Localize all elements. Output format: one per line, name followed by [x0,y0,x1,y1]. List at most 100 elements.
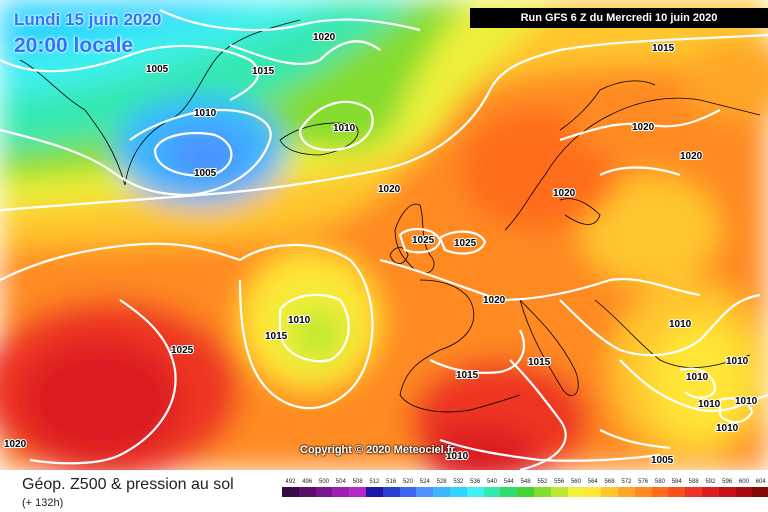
footer: Géop. Z500 & pression au sol (+ 132h) 49… [0,470,768,512]
scale-swatch [282,487,299,497]
scale-label: 592 [705,479,716,485]
scale-label: 576 [638,479,649,485]
scale-swatch [550,487,568,497]
scale-label: 520 [402,479,413,485]
scale-swatch [718,487,736,497]
scale-label: 564 [587,479,598,485]
isobar-label: 1010 [698,399,721,410]
scale-cell: 504 [332,478,350,497]
scale-label: 540 [486,479,497,485]
scale-cell: 512 [365,478,383,497]
scale-cell: 500 [315,478,333,497]
forecast-date: Lundi 15 juin 2020 [14,10,162,29]
isobar-label: 1020 [553,188,576,199]
isobar-label: 1005 [651,455,674,466]
scale-swatch [332,487,350,497]
scale-cell: 528 [433,478,450,497]
scale-label: 548 [520,479,531,485]
scale-label: 552 [537,479,548,485]
isobar-label: 1025 [412,235,435,246]
isobar-label: 1015 [265,331,288,342]
scale-swatch [685,487,702,497]
scale-label: 568 [604,479,615,485]
scale-swatch [617,487,635,497]
forecast-hour: (+ 132h) [22,497,64,509]
scale-label: 504 [335,479,346,485]
scale-label: 508 [352,479,363,485]
weather-map: 1020 1015 1005 1015 1010 1010 1005 1020 … [0,0,768,470]
geopotential-field: 1020 1015 1005 1015 1010 1010 1005 1020 … [0,0,768,470]
scale-swatch [634,487,652,497]
isobar-label: 1010 [333,123,356,134]
scale-swatch [517,487,534,497]
scale-label: 500 [318,479,329,485]
scale-swatch [500,487,518,497]
scale-label: 512 [369,479,380,485]
scale-label: 544 [503,479,514,485]
scale-cell: 544 [500,478,518,497]
scale-cell: 532 [449,478,467,497]
isobar-label: 1010 [669,319,692,330]
isobar-label: 1020 [4,439,27,450]
scale-swatch [298,487,316,497]
scale-swatch [651,487,669,497]
scale-cell: 552 [533,478,551,497]
scale-cell: 556 [550,478,568,497]
color-scale: 492 496 500 504 508 512 516 520 524 528 532 536 540 5… [282,478,768,497]
isobar-label: 1005 [146,64,169,75]
isobar-label: 1010 [288,315,311,326]
color-field [0,0,768,470]
scale-cell: 572 [617,478,635,497]
scale-label: 572 [621,479,632,485]
scale-label: 536 [470,479,481,485]
scale-label: 524 [419,479,430,485]
isobar-label: 1020 [680,151,703,162]
isobar-label: 1025 [454,238,477,249]
isobar-label: 1020 [378,184,401,195]
scale-label: 516 [386,479,397,485]
scale-cell: 592 [701,478,719,497]
scale-swatch [668,487,686,497]
scale-cell: 564 [584,478,602,497]
scale-cell: 604 [752,478,768,497]
scale-label: 532 [453,479,464,485]
isobar-label: 1015 [528,357,551,368]
scale-cell: 580 [651,478,669,497]
scale-cell: 548 [517,478,534,497]
scale-cell: 588 [685,478,702,497]
scale-label: 556 [554,479,565,485]
scale-label: 596 [722,479,733,485]
isobar-label: 1020 [313,32,336,43]
isobar-label: 1020 [632,122,655,133]
isobar-label: 1025 [171,345,194,356]
copyright: Copyright © 2020 Meteociel.fr [300,444,455,456]
scale-cell: 520 [399,478,417,497]
scale-swatch [349,487,366,497]
scale-swatch [533,487,551,497]
scale-swatch [567,487,585,497]
run-info: Run GFS 6 Z du Mercredi 10 juin 2020 [470,8,768,28]
scale-cell: 576 [634,478,652,497]
scale-cell: 600 [735,478,753,497]
isobar-label: 1010 [446,451,469,462]
scale-swatch [466,487,484,497]
scale-swatch [701,487,719,497]
scale-label: 604 [755,479,766,485]
scale-swatch [735,487,753,497]
scale-label: 496 [302,479,313,485]
scale-label: 588 [688,479,699,485]
isobar-label: 1010 [735,396,758,407]
scale-cell: 536 [466,478,484,497]
isobar-label: 1010 [716,423,739,434]
scale-swatch [483,487,501,497]
scale-cell: 568 [601,478,618,497]
isobars [0,9,768,470]
scale-swatch [449,487,467,497]
scale-swatch [315,487,333,497]
scale-cell: 540 [483,478,501,497]
coastlines [19,19,761,413]
scale-label: 528 [436,479,447,485]
isobar-label: 1010 [194,108,217,119]
scale-label: 560 [570,479,581,485]
scale-swatch [601,487,618,497]
